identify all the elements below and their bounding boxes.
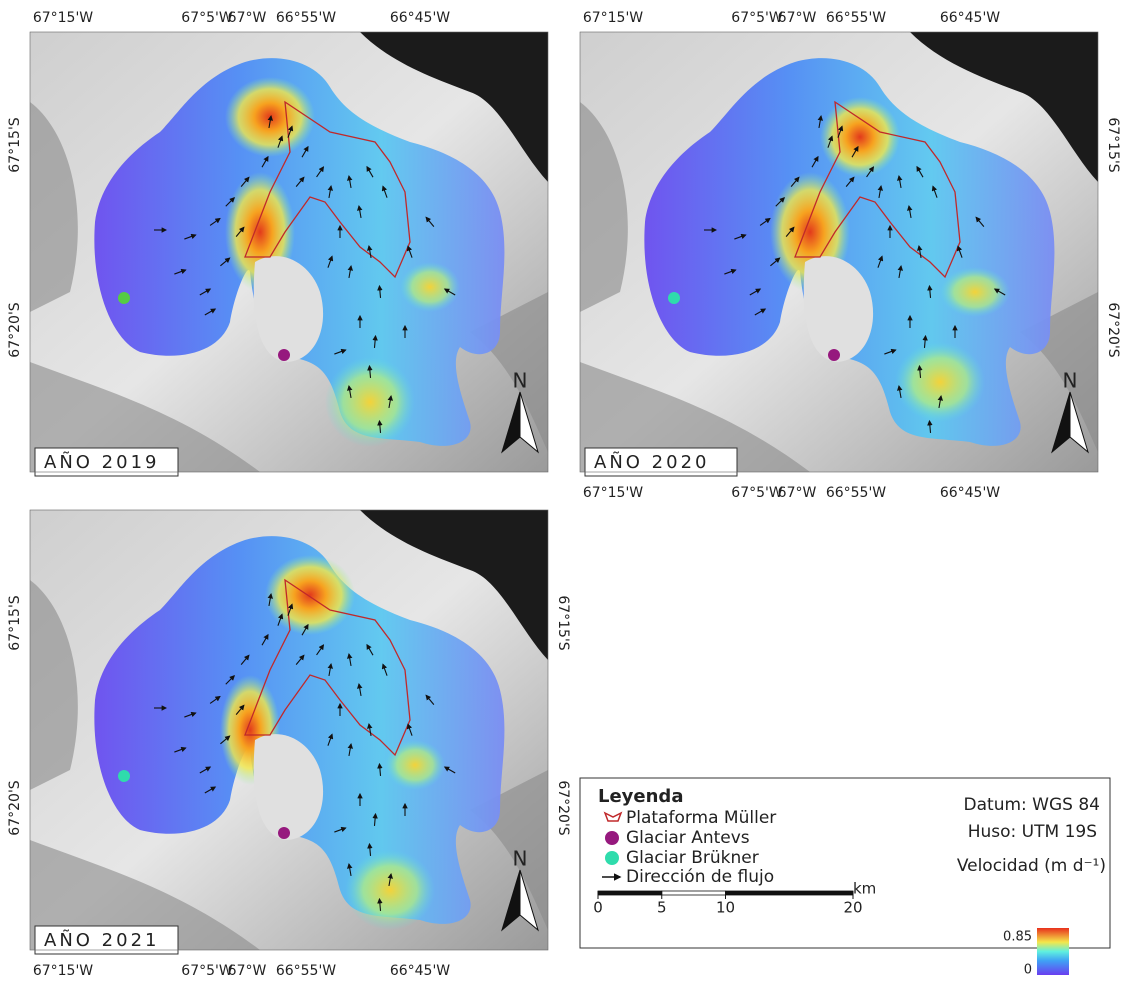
- lon-label: 67°W: [228, 10, 267, 26]
- lon-label: 66°45'W: [390, 963, 450, 979]
- lon-label: 67°15'W: [583, 485, 643, 501]
- velocity-title: Velocidad (m d⁻¹): [957, 856, 1106, 876]
- glaciar-brukner: [118, 292, 130, 304]
- lat-label: 67°15'S: [7, 117, 23, 172]
- legend-title: Leyenda: [598, 786, 683, 807]
- lon-label: 67°5'W: [731, 485, 783, 501]
- glaciar-antevs: [828, 349, 840, 361]
- velocity-hotspot: [385, 740, 445, 790]
- lat-label: 67°15'S: [7, 595, 23, 650]
- panel-label: AÑO 2019: [44, 451, 159, 473]
- colorbar-max: 0.85: [1003, 930, 1032, 945]
- legend-dot: [605, 831, 619, 845]
- lon-label: 67°5'W: [181, 963, 233, 979]
- map-panel: AÑO 2020N67°15'W67°15'W67°5'W67°5'W67°W6…: [580, 10, 1121, 501]
- lon-label: 66°55'W: [276, 963, 336, 979]
- scale-label: 20: [843, 899, 862, 917]
- lat-label: 67°20'S: [1105, 302, 1121, 357]
- north-label: N: [513, 369, 528, 393]
- panel-label: AÑO 2021: [44, 929, 159, 951]
- lon-label: 67°W: [778, 10, 817, 26]
- scale-label: 10: [716, 899, 735, 917]
- scale-segment: [662, 891, 726, 895]
- lat-label: 67°20'S: [7, 302, 23, 357]
- glaciar-antevs: [278, 349, 290, 361]
- lon-label: 66°55'W: [826, 10, 886, 26]
- legend-dot: [605, 851, 619, 865]
- lon-label: 67°15'W: [33, 10, 93, 26]
- legend-item: Glaciar Antevs: [626, 828, 750, 848]
- lon-label: 66°55'W: [276, 10, 336, 26]
- north-label: N: [1063, 369, 1078, 393]
- glaciar-antevs: [278, 827, 290, 839]
- lon-label: 66°45'W: [940, 485, 1000, 501]
- scale-segment: [598, 891, 662, 895]
- colorbar-min: 0: [1024, 963, 1032, 978]
- map-panel: AÑO 2019 N 67°15'W 67°5'W67°W 66°55'W 66°45'W…: [7, 10, 548, 476]
- panel-label: AÑO 2020: [594, 451, 709, 473]
- lon-label: 66°45'W: [940, 10, 1000, 26]
- lon-label: 67°W: [228, 963, 267, 979]
- figure: AÑO 2019N67°15'W67°5'W67°W66°55'W66°45'W…: [0, 0, 1122, 985]
- legend: Leyenda Plataforma Müller Glaciar Antevs…: [580, 778, 1110, 978]
- scale-label: 0: [593, 899, 603, 917]
- glaciar-brukner: [118, 770, 130, 782]
- lat-label: 67°15'S: [555, 595, 571, 650]
- scale-label: 5: [657, 899, 667, 917]
- velocity-hotspot: [895, 342, 985, 422]
- legend-item: Glaciar Brükner: [626, 848, 759, 868]
- legend-item: Dirección de flujo: [626, 867, 774, 887]
- scale-unit: km: [853, 880, 876, 898]
- datum: Datum: WGS 84: [964, 795, 1100, 815]
- legend-item: Plataforma Müller: [626, 808, 776, 828]
- lon-label: 67°15'W: [33, 963, 93, 979]
- glaciar-brukner: [668, 292, 680, 304]
- lat-label: 67°20'S: [7, 780, 23, 835]
- map-panel: AÑO 2021 N 67°15'W 67°5'W67°W 66°55'W 66°45'W…: [7, 510, 571, 979]
- scale-segment: [726, 891, 854, 895]
- north-label: N: [513, 847, 528, 871]
- velocity-hotspot: [225, 77, 315, 157]
- lat-label: 67°15'S: [1105, 117, 1121, 172]
- velocity-hotspot: [345, 850, 435, 930]
- lat-label: 67°20'S: [555, 780, 571, 835]
- lon-label: 67°5'W: [181, 10, 233, 26]
- velocity-hotspot: [400, 262, 460, 312]
- lon-label: 66°55'W: [826, 485, 886, 501]
- lon-label: 66°45'W: [390, 10, 450, 26]
- zone: Huso: UTM 19S: [968, 822, 1097, 842]
- lon-label: 67°W: [778, 485, 817, 501]
- lon-label: 67°5'W: [731, 10, 783, 26]
- colorbar: [1037, 928, 1069, 975]
- lon-label: 67°15'W: [583, 10, 643, 26]
